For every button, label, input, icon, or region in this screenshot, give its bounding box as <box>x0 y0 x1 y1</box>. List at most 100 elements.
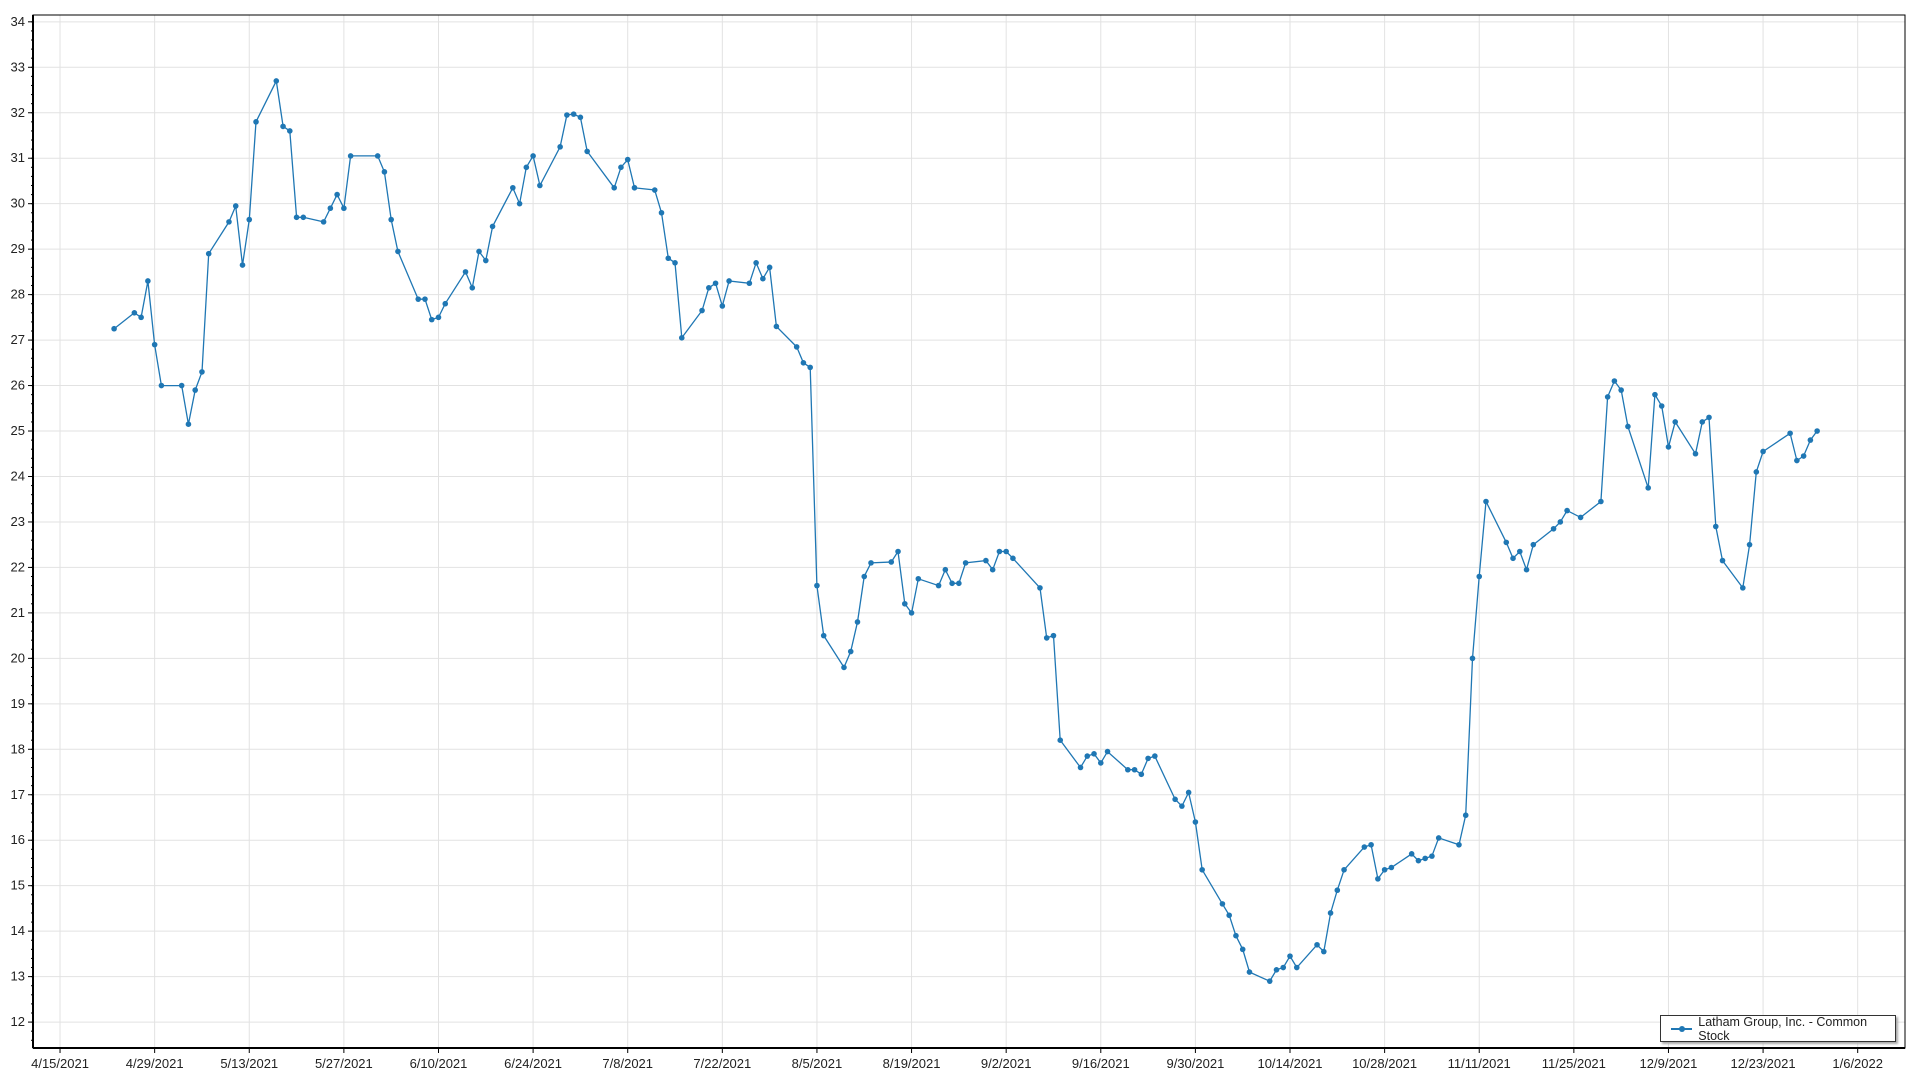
y-tick-label: 33 <box>11 59 25 74</box>
legend: Latham Group, Inc. - Common Stock <box>1660 1014 1896 1043</box>
data-point <box>1138 771 1145 778</box>
data-point <box>1280 964 1287 971</box>
data-point <box>1321 948 1327 955</box>
data-point <box>341 205 347 212</box>
x-tick-label: 12/23/2021 <box>1731 1056 1796 1071</box>
data-point <box>1598 498 1604 505</box>
y-tick-label: 14 <box>11 923 25 938</box>
x-tick-label: 9/30/2021 <box>1166 1056 1224 1071</box>
data-point <box>1091 751 1097 757</box>
data-point <box>766 264 773 271</box>
data-point <box>442 300 449 307</box>
data-point <box>1192 819 1199 825</box>
data-point <box>1550 525 1557 532</box>
data-point <box>631 184 638 191</box>
axes: 4/15/2021 4/29/2021 5/13/2021 5/27/2021 6/10… <box>11 14 1906 1071</box>
legend-label: Latham Group, Inc. - Common Stock <box>1698 1014 1868 1043</box>
data-point <box>246 216 253 223</box>
data-point <box>854 619 861 625</box>
x-tick-label: 11/11/2021 <box>1448 1056 1511 1071</box>
data-point <box>1172 796 1178 803</box>
data-point <box>1246 969 1253 975</box>
data-point <box>347 153 354 159</box>
x-tick-label: 5/13/2021 <box>220 1056 278 1071</box>
data-point <box>1787 430 1793 437</box>
data-point <box>334 191 340 198</box>
data-point <box>1104 748 1111 755</box>
y-tick-label: 23 <box>11 514 25 529</box>
y-tick-label: 32 <box>11 105 25 120</box>
data-point <box>793 344 800 350</box>
data-point <box>1800 453 1807 459</box>
data-point <box>1429 853 1435 859</box>
data-point <box>962 560 969 566</box>
data-point <box>1239 946 1246 953</box>
data-point <box>178 382 185 389</box>
data-point <box>1604 394 1611 400</box>
data-point <box>1408 851 1415 857</box>
y-tick-label: 17 <box>11 787 25 802</box>
data-point <box>895 548 901 555</box>
data-point <box>983 557 989 564</box>
data-point <box>760 275 766 282</box>
data-point <box>510 184 516 191</box>
data-point <box>1462 812 1469 819</box>
x-tick-label: 4/29/2021 <box>126 1056 184 1071</box>
data-point <box>381 169 388 175</box>
data-point <box>658 209 665 216</box>
data-point <box>1293 964 1300 971</box>
data-point <box>1740 585 1746 591</box>
data-point <box>1577 514 1584 521</box>
y-tick-label: 16 <box>11 832 25 847</box>
x-tick-label: 10/14/2021 <box>1257 1056 1322 1071</box>
y-tick-label: 31 <box>11 150 25 165</box>
data-point <box>1152 753 1158 759</box>
grid <box>33 15 1905 1048</box>
x-tick-label: 1/6/2022 <box>1832 1056 1883 1071</box>
data-point <box>1618 387 1624 393</box>
y-tick-label: 20 <box>11 650 25 665</box>
data-point <box>1611 378 1618 384</box>
x-tick-label: 4/15/2021 <box>31 1056 89 1071</box>
data-point <box>253 119 259 125</box>
y-tick-label: 19 <box>11 696 25 711</box>
data-point <box>476 248 482 255</box>
data-point <box>205 250 212 257</box>
y-tick-label: 15 <box>11 878 25 893</box>
data-point <box>415 296 422 302</box>
data-point <box>226 219 232 225</box>
data-point <box>1010 555 1016 562</box>
series-line-path <box>113 78 1818 983</box>
data-point <box>1057 737 1064 743</box>
data-point <box>942 566 949 573</box>
x-tick-label: 12/9/2021 <box>1640 1056 1698 1071</box>
data-point <box>1692 450 1699 457</box>
data-point <box>847 648 854 655</box>
data-point <box>185 421 192 427</box>
x-tick-label: 9/16/2021 <box>1072 1056 1130 1071</box>
data-point <box>915 575 922 582</box>
x-tick-label: 10/28/2021 <box>1352 1056 1417 1071</box>
data-point <box>287 128 293 134</box>
data-point <box>1530 541 1537 548</box>
data-point <box>435 314 442 321</box>
data-point <box>395 248 401 255</box>
data-point <box>1145 755 1151 762</box>
data-point <box>1435 835 1442 841</box>
data-point <box>273 78 280 84</box>
data-point <box>1375 876 1381 882</box>
data-point <box>1381 866 1388 873</box>
x-tick-label: 6/24/2021 <box>504 1056 562 1071</box>
x-tick-label: 8/5/2021 <box>792 1056 843 1071</box>
data-point <box>1523 566 1530 573</box>
data-point <box>624 156 631 163</box>
data-point <box>151 341 158 348</box>
data-point <box>1807 437 1814 443</box>
data-point <box>1125 766 1131 773</box>
series-line <box>111 78 1820 984</box>
data-point <box>557 144 563 150</box>
data-point <box>1645 485 1651 491</box>
data-point <box>1361 844 1368 850</box>
data-point <box>1712 523 1719 530</box>
data-point <box>1516 548 1523 555</box>
